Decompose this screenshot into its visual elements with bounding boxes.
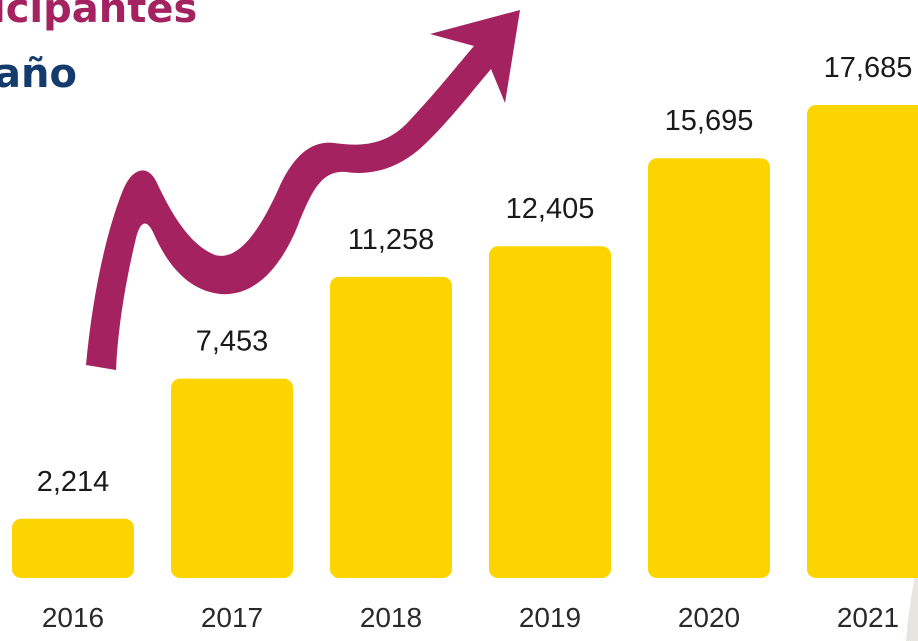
x-tick-2019: 2019 bbox=[519, 602, 581, 633]
bar-2016 bbox=[12, 518, 134, 578]
value-label-2016: 2,214 bbox=[37, 466, 110, 498]
value-label-2021: 17,685 bbox=[824, 52, 913, 84]
growth-arrow-icon bbox=[86, 10, 520, 370]
x-tick-2018: 2018 bbox=[360, 602, 422, 633]
bar-2020 bbox=[648, 158, 770, 579]
x-tick-2020: 2020 bbox=[678, 602, 740, 633]
value-label-2018: 11,258 bbox=[348, 224, 435, 256]
x-tick-2017: 2017 bbox=[201, 602, 263, 633]
bar-2021 bbox=[807, 105, 918, 578]
bar-2019 bbox=[489, 246, 611, 578]
x-tick-2021: 2021 bbox=[837, 602, 899, 633]
bar-2017 bbox=[171, 378, 293, 578]
value-label-2020: 15,695 bbox=[665, 105, 754, 137]
bar-2018 bbox=[330, 276, 452, 578]
value-label-2019: 12,405 bbox=[506, 193, 595, 225]
x-tick-2016: 2016 bbox=[42, 602, 104, 633]
chart-title-line2: año bbox=[0, 51, 77, 97]
chart-title-line1: icipantes bbox=[0, 0, 198, 32]
value-label-2017: 7,453 bbox=[196, 326, 269, 358]
background-figure-fragment bbox=[906, 560, 918, 641]
